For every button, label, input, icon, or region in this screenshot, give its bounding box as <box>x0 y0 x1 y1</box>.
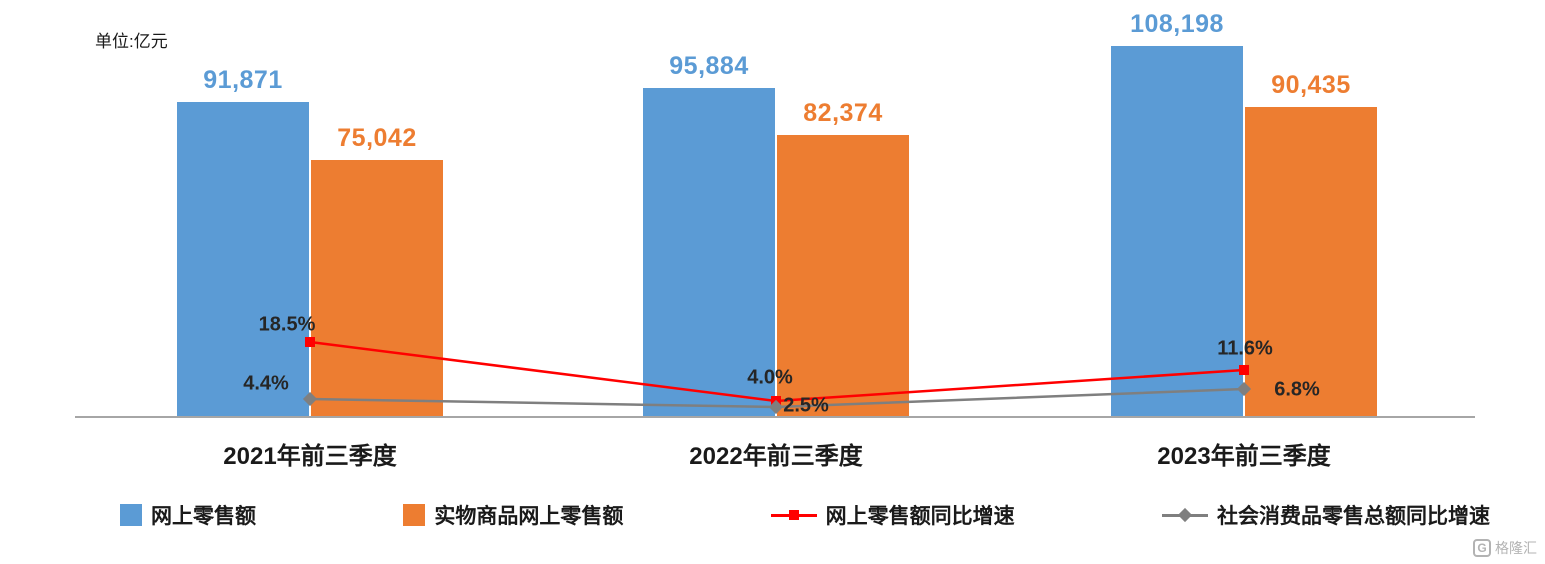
blue-square-swatch-icon <box>120 504 142 526</box>
legend-item-total-retail-growth: 社会消费品零售总额同比增速 <box>1161 500 1490 530</box>
watermark-text: 格隆汇 <box>1495 540 1537 556</box>
legend-item-online-retail-growth: 网上零售额同比增速 <box>770 500 1015 530</box>
legend-item-physical-goods-online-retail: 实物商品网上零售额 <box>403 500 623 530</box>
bar-value-label: 90,435 <box>1271 71 1351 99</box>
percent-label: 4.4% <box>243 372 289 395</box>
percent-label: 2.5% <box>783 394 829 417</box>
legend: 网上零售额 实物商品网上零售额 网上零售额同比增速 社会消费品零售总额同比增速 <box>120 500 1490 530</box>
bar-series1-cat2 <box>1245 107 1377 417</box>
legend-label: 社会消费品零售总额同比增速 <box>1216 505 1490 528</box>
category-label-2023: 2023年前三季度 <box>1157 443 1331 470</box>
legend-label: 网上零售额同比增速 <box>825 505 1015 528</box>
legend-item-online-retail: 网上零售额 <box>120 500 256 530</box>
bar-value-label: 95,884 <box>669 52 749 80</box>
percent-label: 18.5% <box>258 313 316 336</box>
bar-value-label: 75,042 <box>337 124 417 152</box>
red-line-marker-icon <box>770 504 817 526</box>
square-marker-icon <box>788 510 799 520</box>
watermark: G 格隆汇 <box>1473 538 1537 558</box>
percent-label: 11.6% <box>1217 337 1273 360</box>
category-label-2021: 2021年前三季度 <box>223 443 397 470</box>
legend-label: 实物商品网上零售额 <box>434 505 624 528</box>
bar-series0-cat0 <box>177 102 309 417</box>
percent-label: 6.8% <box>1274 378 1320 401</box>
category-label-2022: 2022年前三季度 <box>689 443 863 470</box>
diamond-marker-icon <box>1177 507 1193 523</box>
legend-label: 网上零售额 <box>151 505 256 528</box>
gray-line-marker-icon <box>1161 504 1208 526</box>
orange-square-swatch-icon <box>403 504 426 526</box>
bar-value-label: 108,198 <box>1130 10 1224 38</box>
watermark-logo-icon: G <box>1473 539 1491 557</box>
percent-label: 4.0% <box>747 366 793 389</box>
bar-value-label: 82,374 <box>803 99 883 127</box>
unit-label: 单位:亿元 <box>95 32 168 51</box>
bar-value-label: 91,871 <box>203 66 283 94</box>
x-axis-line <box>75 416 1475 418</box>
